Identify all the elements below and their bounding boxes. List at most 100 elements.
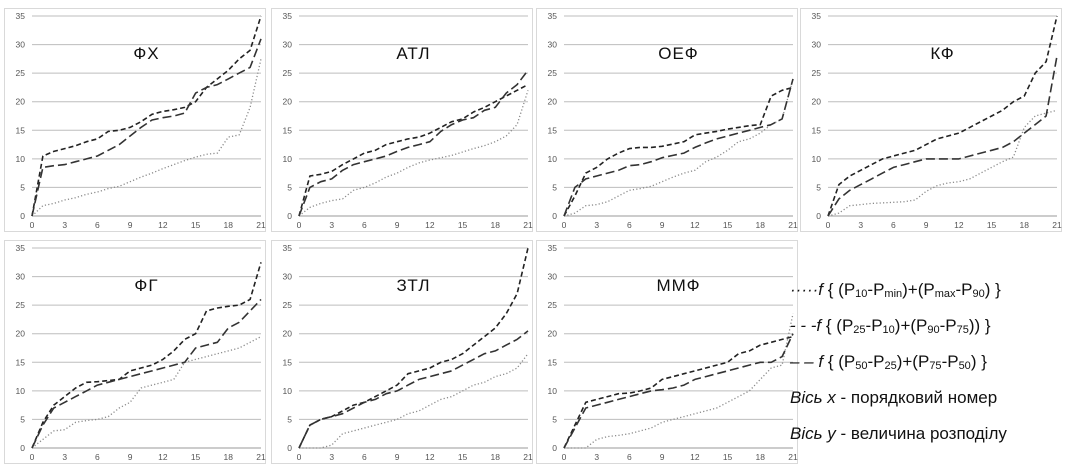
x-tick-label: 9 <box>660 220 665 230</box>
x-tick-label: 15 <box>458 452 468 462</box>
y-tick-label: 0 <box>552 443 557 453</box>
series-line-dotted <box>298 90 529 217</box>
series-line-dotted <box>563 78 794 217</box>
series-line-dotted <box>827 109 1058 217</box>
x-tick-label: 9 <box>128 452 133 462</box>
chart-svg: 0 5 10 15 20 25 30 35 0 3 6 9 12 15 18 21 ММФ <box>536 240 798 464</box>
y-tick-label: 0 <box>287 443 292 453</box>
x-tick-label: 9 <box>660 452 665 462</box>
x-tick-label: 0 <box>826 220 831 230</box>
y-tick-label: 30 <box>16 40 26 50</box>
x-tick-label: 21 <box>523 452 533 462</box>
x-tick-label: 18 <box>224 452 234 462</box>
x-tick-label: 3 <box>329 220 334 230</box>
y-tick-label: 30 <box>548 272 558 282</box>
y-tick-label: 10 <box>283 154 293 164</box>
x-tick-label: 12 <box>425 220 435 230</box>
series-line-long-dashed <box>298 330 529 449</box>
x-tick-label: 18 <box>491 220 501 230</box>
y-tick-label: 20 <box>812 97 822 107</box>
legend-prefix-short-dashed: - - -f <box>790 316 822 335</box>
y-tick-label: 20 <box>16 97 26 107</box>
y-tick-label: 10 <box>548 386 558 396</box>
y-tick-label: 20 <box>283 97 293 107</box>
x-tick-label: 0 <box>297 452 302 462</box>
x-tick-label: 18 <box>491 452 501 462</box>
x-tick-label: 18 <box>756 452 766 462</box>
chart-panel-7: 0 5 10 15 20 25 30 35 0 3 6 9 12 15 18 21 ММФ <box>536 240 798 464</box>
chart-panel-4: 0 5 10 15 20 25 30 35 0 3 6 9 12 15 18 21 КФ <box>800 8 1062 232</box>
legend-text-short-dashed: { (P25-P10)+(P90-P75)) } <box>821 316 991 336</box>
chart-panel-3: 0 5 10 15 20 25 30 35 0 3 6 9 12 15 18 21 ОЕФ <box>536 8 798 232</box>
x-tick-label: 12 <box>690 452 700 462</box>
legend-item-long-dashed: – – f { (P50-P25)+(P75-P50) } <box>790 344 1066 380</box>
series-line-long-dashed <box>298 69 529 217</box>
x-tick-label: 6 <box>627 220 632 230</box>
chart-svg: 0 5 10 15 20 25 30 35 0 3 6 9 12 15 18 21 ОЕФ <box>536 8 798 232</box>
legend-item-short-dashed: - - -f { (P25-P10)+(P90-P75)) } <box>790 308 1066 344</box>
y-tick-label: 10 <box>283 386 293 396</box>
x-tick-label: 15 <box>191 220 201 230</box>
legend-prefix-long-dashed: – – f <box>790 352 824 371</box>
chart-title: АТЛ <box>396 44 430 63</box>
x-tick-label: 15 <box>987 220 997 230</box>
chart-border <box>4 240 266 464</box>
y-tick-label: 5 <box>287 182 292 192</box>
chart-border <box>4 8 266 232</box>
y-tick-label: 0 <box>287 211 292 221</box>
x-tick-label: 6 <box>891 220 896 230</box>
x-tick-label: 0 <box>562 452 567 462</box>
chart-border <box>800 8 1062 232</box>
x-tick-label: 9 <box>395 452 400 462</box>
y-tick-label: 15 <box>16 357 26 367</box>
y-tick-label: 30 <box>283 40 293 50</box>
chart-title: КФ <box>930 44 954 63</box>
y-tick-label: 15 <box>548 357 558 367</box>
y-tick-label: 35 <box>283 11 293 21</box>
chart-border <box>536 8 798 232</box>
y-tick-label: 25 <box>16 68 26 78</box>
x-tick-label: 12 <box>954 220 964 230</box>
x-tick-label: 6 <box>627 452 632 462</box>
x-tick-label: 21 <box>523 220 533 230</box>
legend-prefix-dotted: ·····f <box>790 280 824 299</box>
y-tick-label: 10 <box>812 154 822 164</box>
series-line-long-dashed <box>827 55 1058 217</box>
series-line-dotted <box>299 353 529 449</box>
legend-text-dotted: { (P10-Pmin)+(Pmax-P90) } <box>823 280 1001 300</box>
y-tick-label: 5 <box>552 182 557 192</box>
y-tick-label: 20 <box>16 329 26 339</box>
series-line-dotted <box>31 336 262 449</box>
chart-title: ММФ <box>656 276 700 295</box>
x-tick-label: 0 <box>297 220 302 230</box>
axis-y-label: Вісь y <box>790 424 836 443</box>
y-tick-label: 0 <box>20 443 25 453</box>
x-tick-label: 0 <box>30 220 35 230</box>
series-line-short-dashed <box>563 86 794 217</box>
y-tick-label: 35 <box>16 11 26 21</box>
chart-svg: 0 5 10 15 20 25 30 35 0 3 6 9 12 15 18 21 ЗТЛ <box>271 240 533 464</box>
y-tick-label: 0 <box>816 211 821 221</box>
y-tick-label: 15 <box>283 125 293 135</box>
y-tick-label: 5 <box>20 414 25 424</box>
x-tick-label: 9 <box>128 220 133 230</box>
y-tick-label: 20 <box>548 97 558 107</box>
x-tick-label: 15 <box>191 452 201 462</box>
x-tick-label: 21 <box>788 220 798 230</box>
series-line-long-dashed <box>563 78 794 217</box>
series-line-short-dashed <box>827 15 1058 217</box>
series-line-dotted <box>31 58 262 217</box>
legend-axis-x: Вісь x - порядковий номер <box>790 380 1066 416</box>
x-tick-label: 6 <box>95 452 100 462</box>
series-line-long-dashed <box>31 38 262 217</box>
axis-x-label: Вісь x <box>790 388 836 407</box>
x-tick-label: 12 <box>690 220 700 230</box>
chart-svg: 0 5 10 15 20 25 30 35 0 3 6 9 12 15 18 21 КФ <box>800 8 1062 232</box>
series-line-short-dashed <box>298 83 529 217</box>
y-tick-label: 30 <box>283 272 293 282</box>
chart-panel-2: 0 5 10 15 20 25 30 35 0 3 6 9 12 15 18 21 АТЛ <box>271 8 533 232</box>
y-tick-label: 5 <box>20 182 25 192</box>
x-tick-label: 12 <box>158 452 168 462</box>
x-tick-label: 15 <box>458 220 468 230</box>
x-tick-label: 15 <box>723 452 733 462</box>
